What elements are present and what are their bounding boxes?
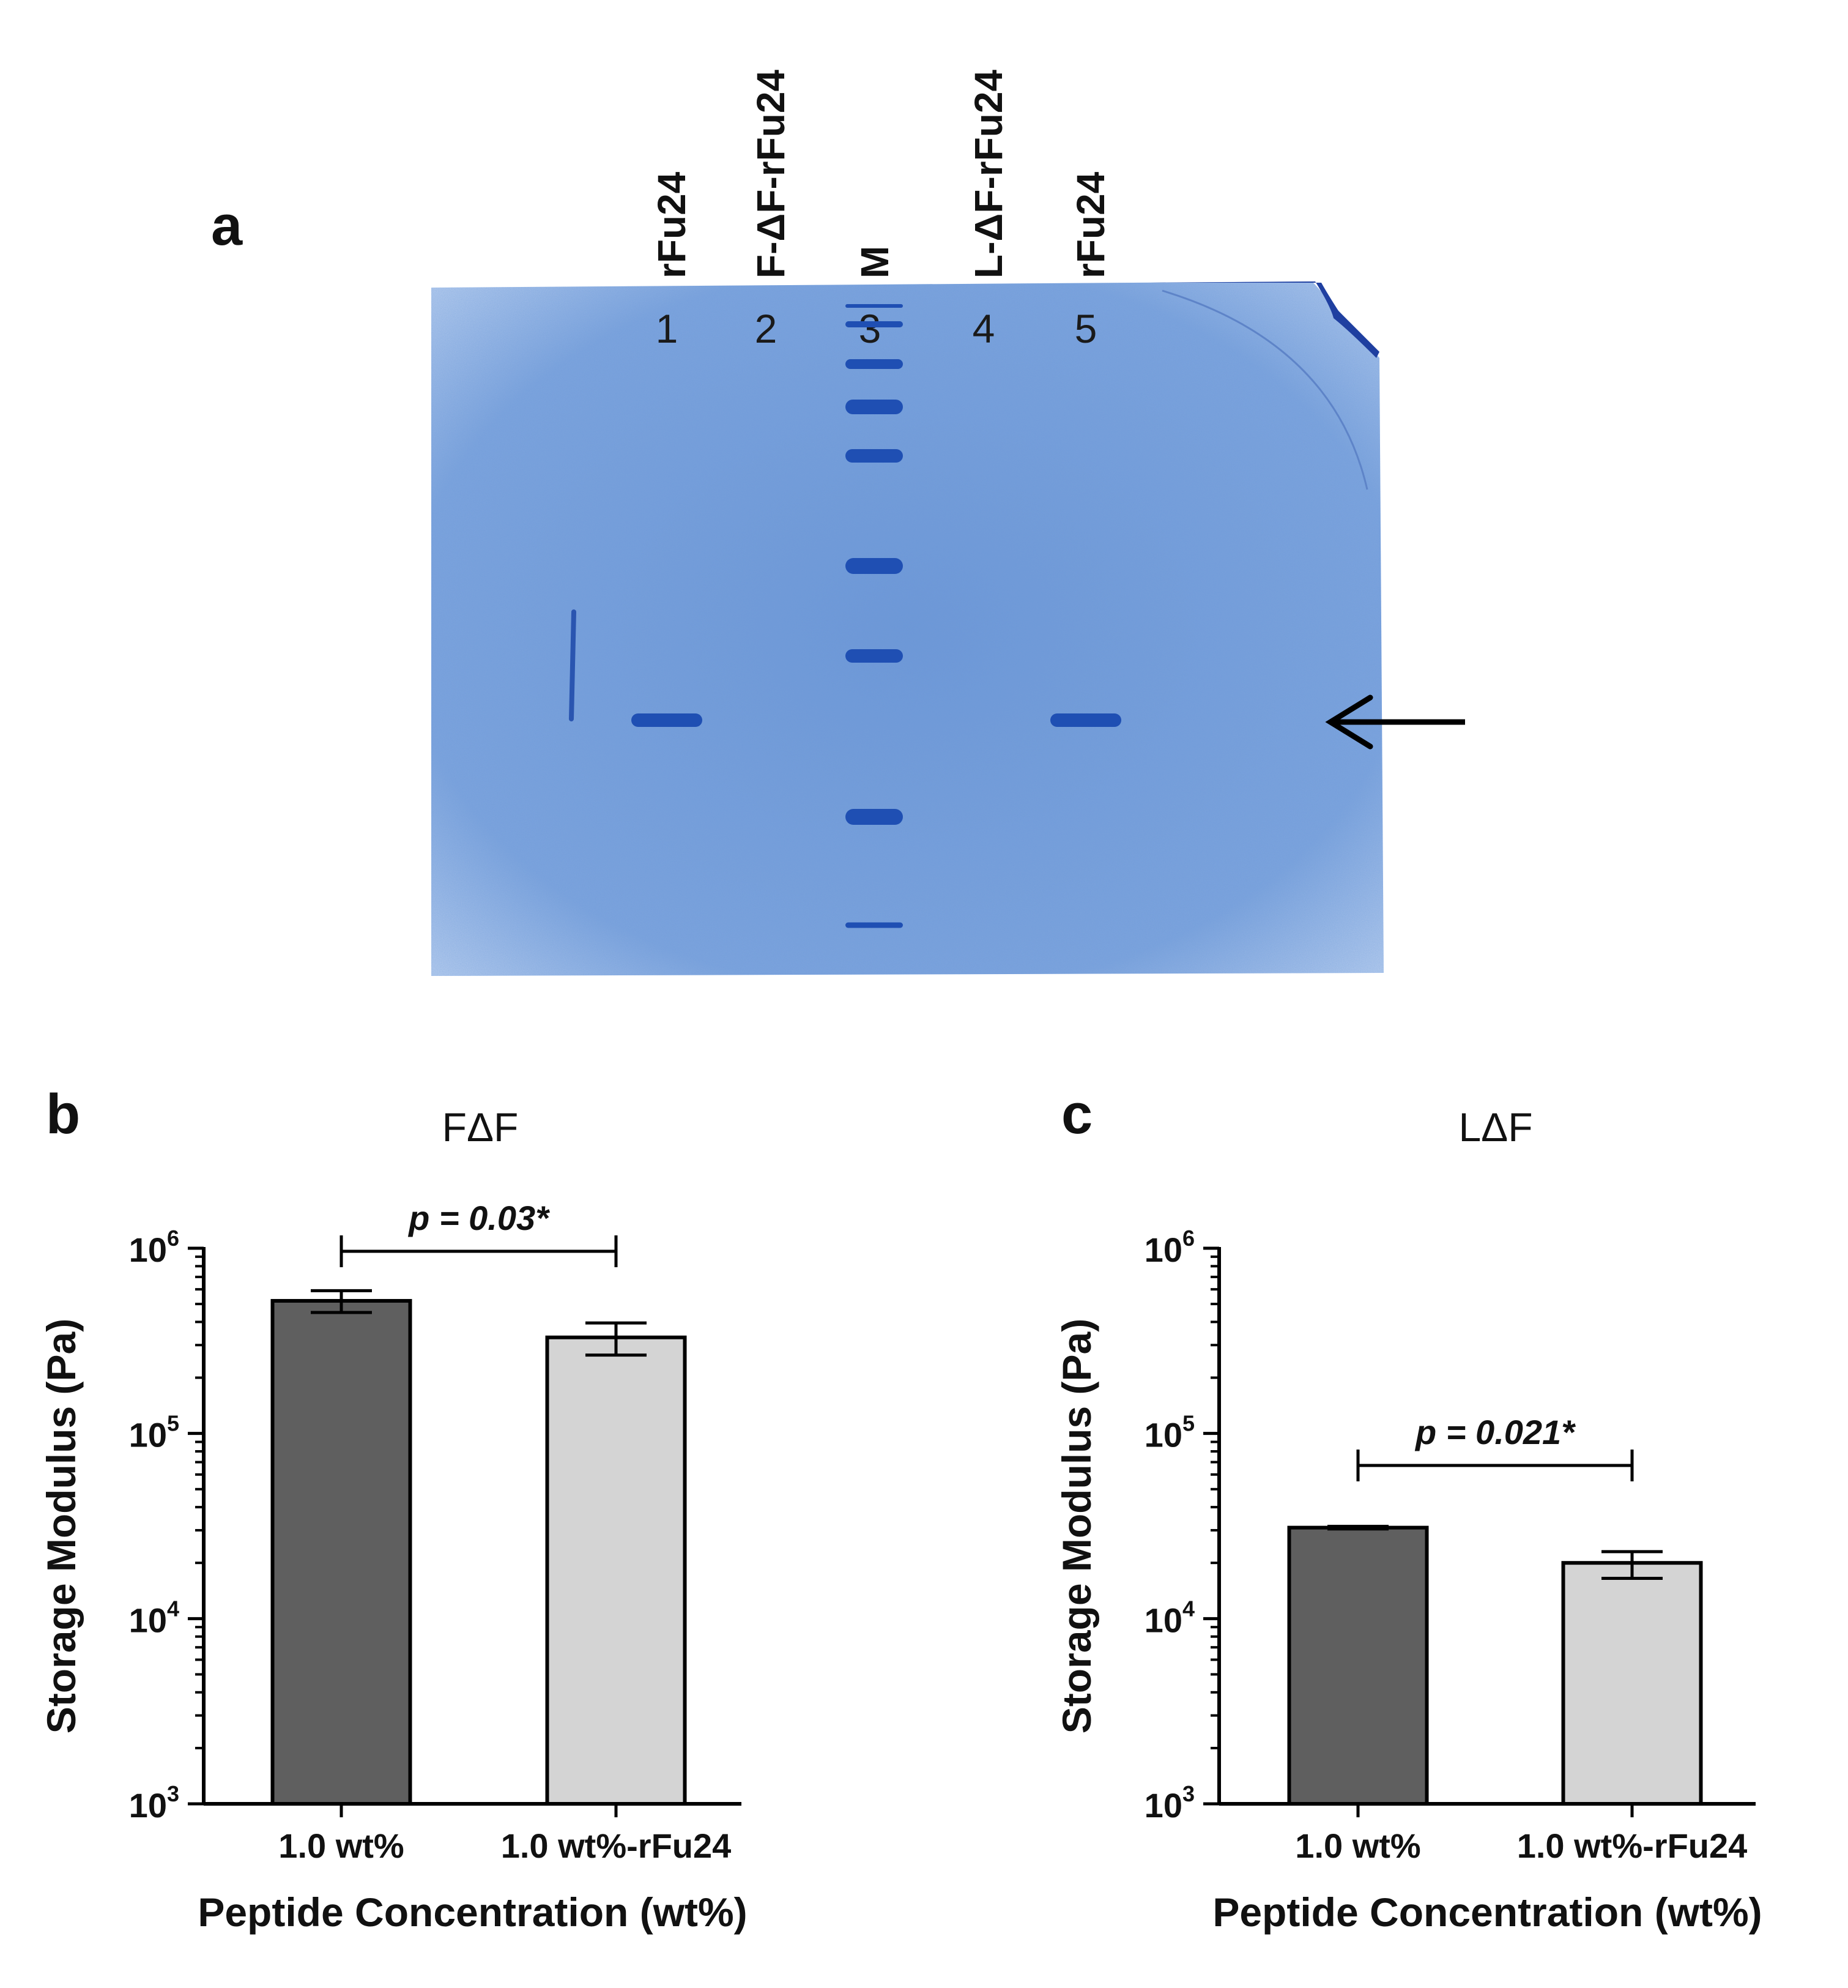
gel-edge-line xyxy=(1162,289,1368,490)
y-tick-exponent: 4 xyxy=(1182,1596,1195,1621)
y-tick-base: 10 xyxy=(1145,1416,1182,1454)
gel-lane-number: 1 xyxy=(656,306,678,351)
bar xyxy=(1287,1525,1429,1806)
p-value-annotation: p = 0.03* xyxy=(407,1199,550,1237)
x-tick-label: 1.0 wt%-rFu24 xyxy=(1517,1826,1748,1865)
marker-band xyxy=(845,359,903,369)
panel-label-c: c xyxy=(1061,1083,1093,1145)
gel-texture xyxy=(431,281,1384,976)
bar xyxy=(545,1335,687,1806)
chart-title: FΔF xyxy=(442,1104,519,1150)
panel-label-b: b xyxy=(46,1083,80,1145)
y-tick-exponent: 5 xyxy=(1182,1411,1195,1436)
y-tick-label: 104 xyxy=(1145,1596,1195,1639)
marker-band xyxy=(845,321,903,327)
y-axis-title: Storage Modulus (Pa) xyxy=(39,1319,84,1733)
protein-band xyxy=(1050,713,1121,727)
sample-bands xyxy=(631,713,1121,727)
marker-band xyxy=(845,304,903,308)
marker-ladder xyxy=(845,304,903,928)
y-tick-label: 106 xyxy=(129,1226,179,1269)
y-axis-title: Storage Modulus (Pa) xyxy=(1054,1319,1099,1733)
y-tick-label: 103 xyxy=(1145,1781,1195,1825)
x-axis-title: Peptide Concentration (wt%) xyxy=(1212,1889,1762,1935)
bar xyxy=(1561,1561,1703,1806)
y-tick-label: 103 xyxy=(129,1781,179,1825)
y-tick-exponent: 3 xyxy=(1182,1781,1195,1806)
y-tick-base: 10 xyxy=(1145,1230,1182,1269)
gel-column-header: L-ΔF-rFu24 xyxy=(967,70,1011,279)
marker-band xyxy=(845,649,903,663)
gel-streak xyxy=(569,609,576,721)
marker-band xyxy=(845,809,903,825)
gel-image: 1 2 3 4 5 xyxy=(431,281,1384,976)
protein-band xyxy=(631,713,702,727)
marker-band xyxy=(845,922,903,928)
marker-band xyxy=(845,449,903,463)
gel-column-header: rFu24 xyxy=(650,171,694,278)
bar xyxy=(270,1298,412,1806)
y-tick-base: 10 xyxy=(1145,1601,1182,1639)
gel-column-header: M xyxy=(853,246,897,278)
x-tick-label: 1.0 wt%-rFu24 xyxy=(501,1826,732,1865)
y-tick-exponent: 5 xyxy=(167,1411,179,1436)
gel-column-header: F-ΔF-rFu24 xyxy=(749,70,793,279)
marker-band xyxy=(845,400,903,414)
gel-lane-number: 3 xyxy=(859,306,881,351)
y-tick-exponent: 3 xyxy=(167,1781,179,1806)
y-tick-base: 10 xyxy=(129,1416,167,1454)
panel-label-a: a xyxy=(211,195,243,257)
gel-lane-number: 4 xyxy=(973,306,995,351)
y-tick-label: 106 xyxy=(1145,1226,1195,1269)
y-tick-exponent: 6 xyxy=(167,1226,179,1251)
y-tick-exponent: 6 xyxy=(1182,1226,1195,1251)
gel-lane-number: 2 xyxy=(755,306,777,351)
y-tick-base: 10 xyxy=(1145,1786,1182,1825)
y-tick-label: 105 xyxy=(1145,1411,1195,1454)
y-tick-base: 10 xyxy=(129,1601,167,1639)
y-tick-base: 10 xyxy=(129,1230,167,1269)
gel-lane-number: 5 xyxy=(1075,306,1097,351)
y-tick-exponent: 4 xyxy=(167,1596,179,1621)
x-tick-label: 1.0 wt% xyxy=(1295,1826,1420,1865)
y-tick-label: 105 xyxy=(129,1411,179,1454)
gel-column-header: rFu24 xyxy=(1069,171,1113,278)
marker-band xyxy=(845,558,903,574)
gel-lane-numbers: 1 2 3 4 5 xyxy=(656,306,1097,351)
p-value-annotation: p = 0.021* xyxy=(1414,1413,1576,1451)
panel-a-gel: a rFu24 F-ΔF-rFu24 M L-ΔF-rFu24 rFu24 1 2 3 4 5 xyxy=(211,70,1465,976)
chart-title: LΔF xyxy=(1458,1104,1532,1150)
y-tick-base: 10 xyxy=(129,1786,167,1825)
x-axis-title: Peptide Concentration (wt%) xyxy=(198,1889,747,1935)
gel-column-headers: rFu24 F-ΔF-rFu24 M L-ΔF-rFu24 rFu24 xyxy=(650,70,1113,279)
band-arrow xyxy=(1325,694,1465,750)
y-tick-label: 104 xyxy=(129,1596,179,1639)
x-tick-label: 1.0 wt% xyxy=(278,1826,404,1865)
